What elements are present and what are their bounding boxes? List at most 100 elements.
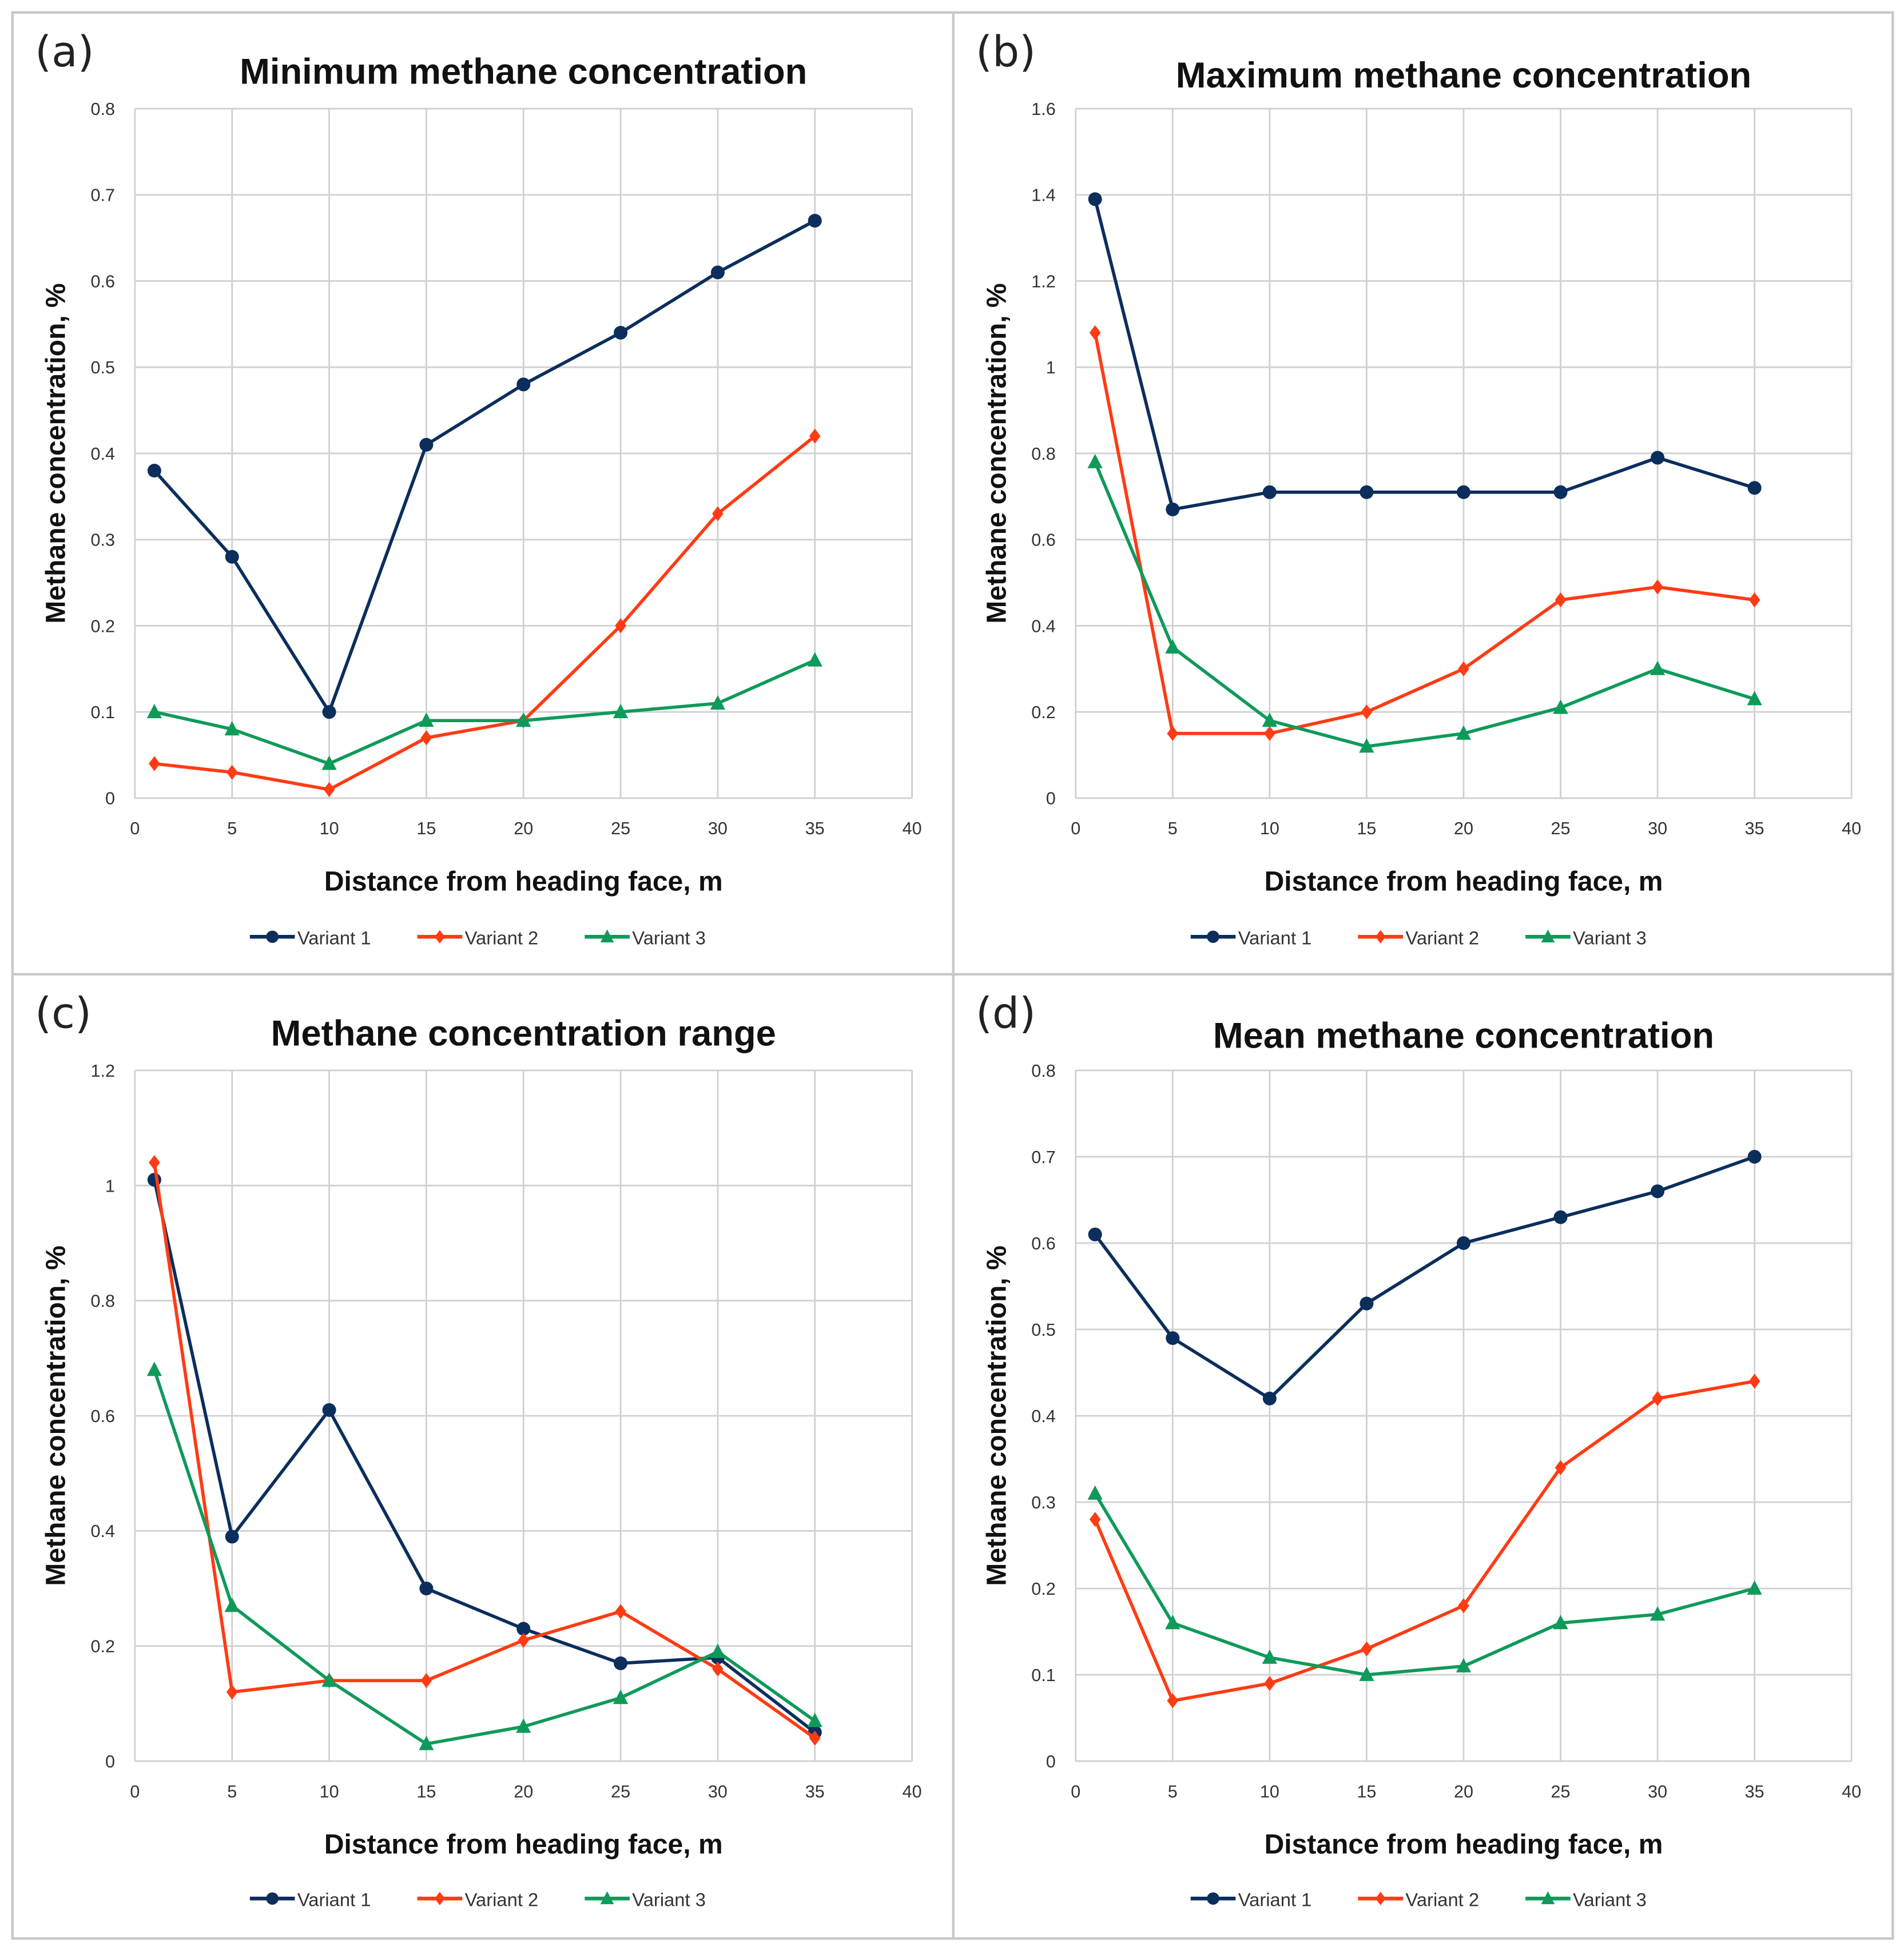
y-tick-label: 0.2 (1031, 703, 1056, 722)
legend-item: Variant 1 (249, 927, 371, 948)
data-point (516, 1622, 531, 1636)
y-axis-label: Methane concentration, % (41, 283, 71, 623)
chart-title: Methane concentration range (271, 1013, 776, 1053)
data-point (321, 755, 337, 770)
data-point (1167, 1693, 1179, 1709)
x-tick-label: 20 (514, 1782, 533, 1801)
legend-marker (435, 1892, 445, 1906)
data-point (224, 721, 240, 736)
data-point (1650, 1606, 1665, 1621)
x-tick-label: 15 (416, 1782, 436, 1801)
series-variant-1 (1088, 1149, 1762, 1405)
data-point (1747, 1149, 1762, 1164)
data-point (1361, 704, 1373, 720)
data-point (1165, 639, 1180, 654)
series-variant-2 (1089, 325, 1760, 741)
x-tick-label: 35 (1745, 819, 1764, 838)
y-tick-label: 0.7 (1031, 1148, 1056, 1167)
x-tick-label: 30 (1648, 1782, 1667, 1801)
legend-label: Variant 3 (632, 927, 706, 948)
data-point (516, 1718, 531, 1733)
legend-marker (1541, 1891, 1555, 1905)
y-tick-label: 0.4 (1031, 1407, 1056, 1426)
data-point (1652, 579, 1663, 595)
legend-label: Variant 1 (1238, 927, 1312, 948)
y-tick-label: 0.4 (1031, 616, 1056, 636)
data-point (1360, 1296, 1374, 1311)
data-point (225, 1530, 239, 1544)
y-tick-label: 0.6 (90, 1407, 115, 1426)
legend-marker (1207, 1892, 1219, 1905)
x-tick-label: 10 (320, 819, 339, 838)
x-tick-label: 25 (1551, 1782, 1571, 1801)
x-tick-label: 40 (903, 1782, 922, 1801)
legend-marker (1207, 930, 1219, 943)
data-point (420, 1673, 432, 1689)
y-tick-label: 0.2 (90, 616, 115, 636)
legend-item: Variant 3 (585, 927, 706, 948)
data-point (615, 618, 626, 634)
legend-item: Variant 3 (585, 1889, 706, 1910)
chart-panel-d: (d) Mean methane concentration 0 5 10 15 20 25 3… (976, 989, 1861, 1910)
data-point (1650, 660, 1665, 675)
data-point (1166, 502, 1180, 516)
series-line (1094, 461, 1755, 748)
chart-title: Maximum methane concentration (1176, 55, 1751, 95)
panel-label: (d) (976, 989, 1036, 1038)
y-axis-label: Methane concentration, % (981, 1245, 1012, 1586)
data-point (146, 703, 162, 719)
y-tick-label: 0.7 (90, 186, 115, 205)
y-tick-label: 0 (1046, 1752, 1056, 1771)
y-tick-label: 0 (105, 789, 115, 809)
x-tick-label: 10 (1260, 819, 1279, 838)
y-tick-label: 0.1 (1031, 1666, 1056, 1685)
data-point (1747, 691, 1762, 706)
x-tick-label: 10 (320, 1782, 339, 1801)
y-tick-label: 0.1 (90, 703, 115, 722)
x-tick-label: 0 (130, 819, 140, 838)
series-line (1093, 198, 1755, 511)
x-tick-label: 30 (708, 1782, 728, 1801)
data-point (1747, 1580, 1762, 1595)
legend-label: Variant 3 (1573, 1889, 1647, 1910)
chart-title: Minimum methane concentration (240, 51, 807, 91)
y-tick-label: 1.2 (1031, 272, 1056, 291)
x-tick-label: 5 (1168, 1782, 1178, 1801)
data-point (710, 1643, 726, 1658)
data-point (419, 1581, 434, 1595)
legend-label: Variant 2 (465, 927, 539, 948)
data-point (613, 1690, 629, 1705)
legend-item: Variant 1 (249, 1889, 371, 1910)
y-tick-label: 0.5 (90, 358, 115, 377)
legend-label: Variant 2 (1405, 1889, 1479, 1910)
data-point (1652, 1391, 1663, 1406)
data-point (1088, 192, 1102, 206)
x-tick-label: 25 (1551, 819, 1571, 838)
data-point (1360, 485, 1374, 499)
x-tick-label: 35 (805, 1782, 825, 1801)
y-tick-label: 0.8 (1031, 444, 1056, 464)
data-point (1747, 481, 1762, 495)
legend-marker (600, 1891, 614, 1905)
y-axis-label: Methane concentration, % (41, 1245, 71, 1586)
legend-label: Variant 1 (297, 1889, 371, 1910)
x-axis-label: Distance from heading face, m (1265, 866, 1663, 897)
data-point (323, 782, 335, 797)
data-point (808, 213, 822, 228)
series-line (1093, 332, 1755, 735)
x-tick-label: 30 (708, 819, 728, 838)
x-tick-label: 40 (1842, 819, 1861, 838)
data-point (615, 1604, 626, 1619)
x-tick-label: 5 (227, 819, 237, 838)
x-tick-label: 15 (1357, 1782, 1376, 1801)
legend-item: Variant 2 (417, 927, 539, 948)
y-tick-label: 1 (1046, 358, 1056, 377)
data-point (1087, 1485, 1103, 1500)
x-tick-label: 20 (514, 819, 533, 838)
legend-marker (1375, 1892, 1386, 1906)
x-tick-label: 0 (1071, 1782, 1080, 1801)
data-point (1167, 726, 1179, 741)
data-point (809, 1730, 821, 1746)
x-tick-label: 25 (611, 1782, 630, 1801)
